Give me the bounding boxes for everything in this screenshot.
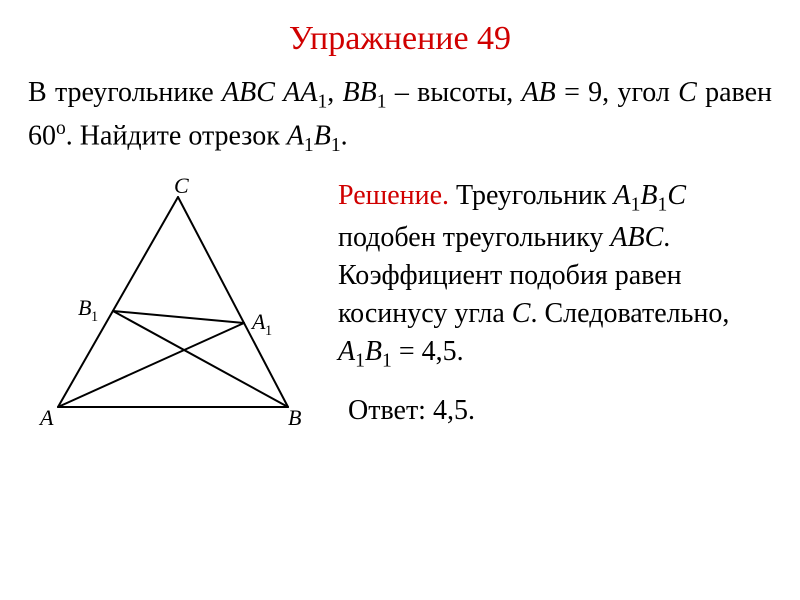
svg-text:1: 1: [265, 323, 272, 339]
text: подобен треугольнику: [338, 222, 610, 253]
answer-label: Ответ:: [348, 395, 426, 426]
answer: Ответ: 4,5.: [348, 395, 772, 427]
solution-label: Решение.: [338, 180, 449, 211]
text: Следовательно,: [544, 298, 729, 329]
solution-text: Решение. Треугольник A1B1C подобен треуг…: [338, 177, 772, 374]
sub-1: 1: [317, 92, 327, 113]
A: A: [614, 180, 631, 211]
svg-text:B: B: [288, 405, 301, 430]
sub-1: 1: [304, 135, 314, 156]
triangle-diagram: ABCA1B1: [28, 177, 328, 442]
svg-text:C: C: [174, 177, 189, 198]
svg-text:B: B: [78, 295, 91, 320]
AA1: AA: [283, 77, 317, 108]
text: ,: [327, 77, 342, 108]
C: C: [678, 77, 697, 108]
answer-value: 4,5.: [426, 395, 475, 426]
text: . Найдите отрезок: [66, 120, 287, 151]
sub-1: 1: [377, 92, 387, 113]
problem-statement: В треугольнике ABC AA1, BB1 – высоты, AB…: [28, 74, 772, 159]
text: .: [530, 298, 544, 329]
A: A: [338, 336, 355, 367]
text: .: [341, 120, 348, 151]
content-row: ABCA1B1 Решение. Треугольник A1B1C подоб…: [28, 177, 772, 442]
text: = 4,5.: [392, 336, 464, 367]
text: В треугольнике: [28, 77, 222, 108]
sub-1: 1: [631, 195, 641, 216]
solution-column: Решение. Треугольник A1B1C подобен треуг…: [338, 177, 772, 426]
B1: B: [314, 120, 331, 151]
degree: о: [56, 118, 66, 139]
AB: AB: [522, 77, 556, 108]
text: .: [663, 222, 670, 253]
exercise-title: Упражнение 49: [28, 20, 772, 58]
svg-text:A: A: [250, 309, 266, 334]
tri-ABC: ABC: [222, 77, 275, 108]
B: B: [365, 336, 382, 367]
C: C: [667, 180, 686, 211]
sub-1: 1: [355, 350, 365, 371]
svg-text:A: A: [38, 405, 54, 430]
B: B: [640, 180, 657, 211]
sub-1: 1: [382, 350, 392, 371]
sub-1: 1: [331, 135, 341, 156]
text: = 9, угол: [556, 77, 678, 108]
BB1: BB: [343, 77, 377, 108]
ABC: ABC: [610, 222, 663, 253]
triangle-svg: ABCA1B1: [28, 177, 328, 437]
text: [275, 77, 283, 108]
text: Треугольник: [449, 180, 614, 211]
page: Упражнение 49 В треугольнике ABC AA1, BB…: [0, 0, 800, 600]
text: – высоты,: [387, 77, 522, 108]
svg-text:1: 1: [91, 309, 98, 325]
A1: A: [287, 120, 304, 151]
sub-1: 1: [658, 195, 668, 216]
C: C: [512, 298, 531, 329]
